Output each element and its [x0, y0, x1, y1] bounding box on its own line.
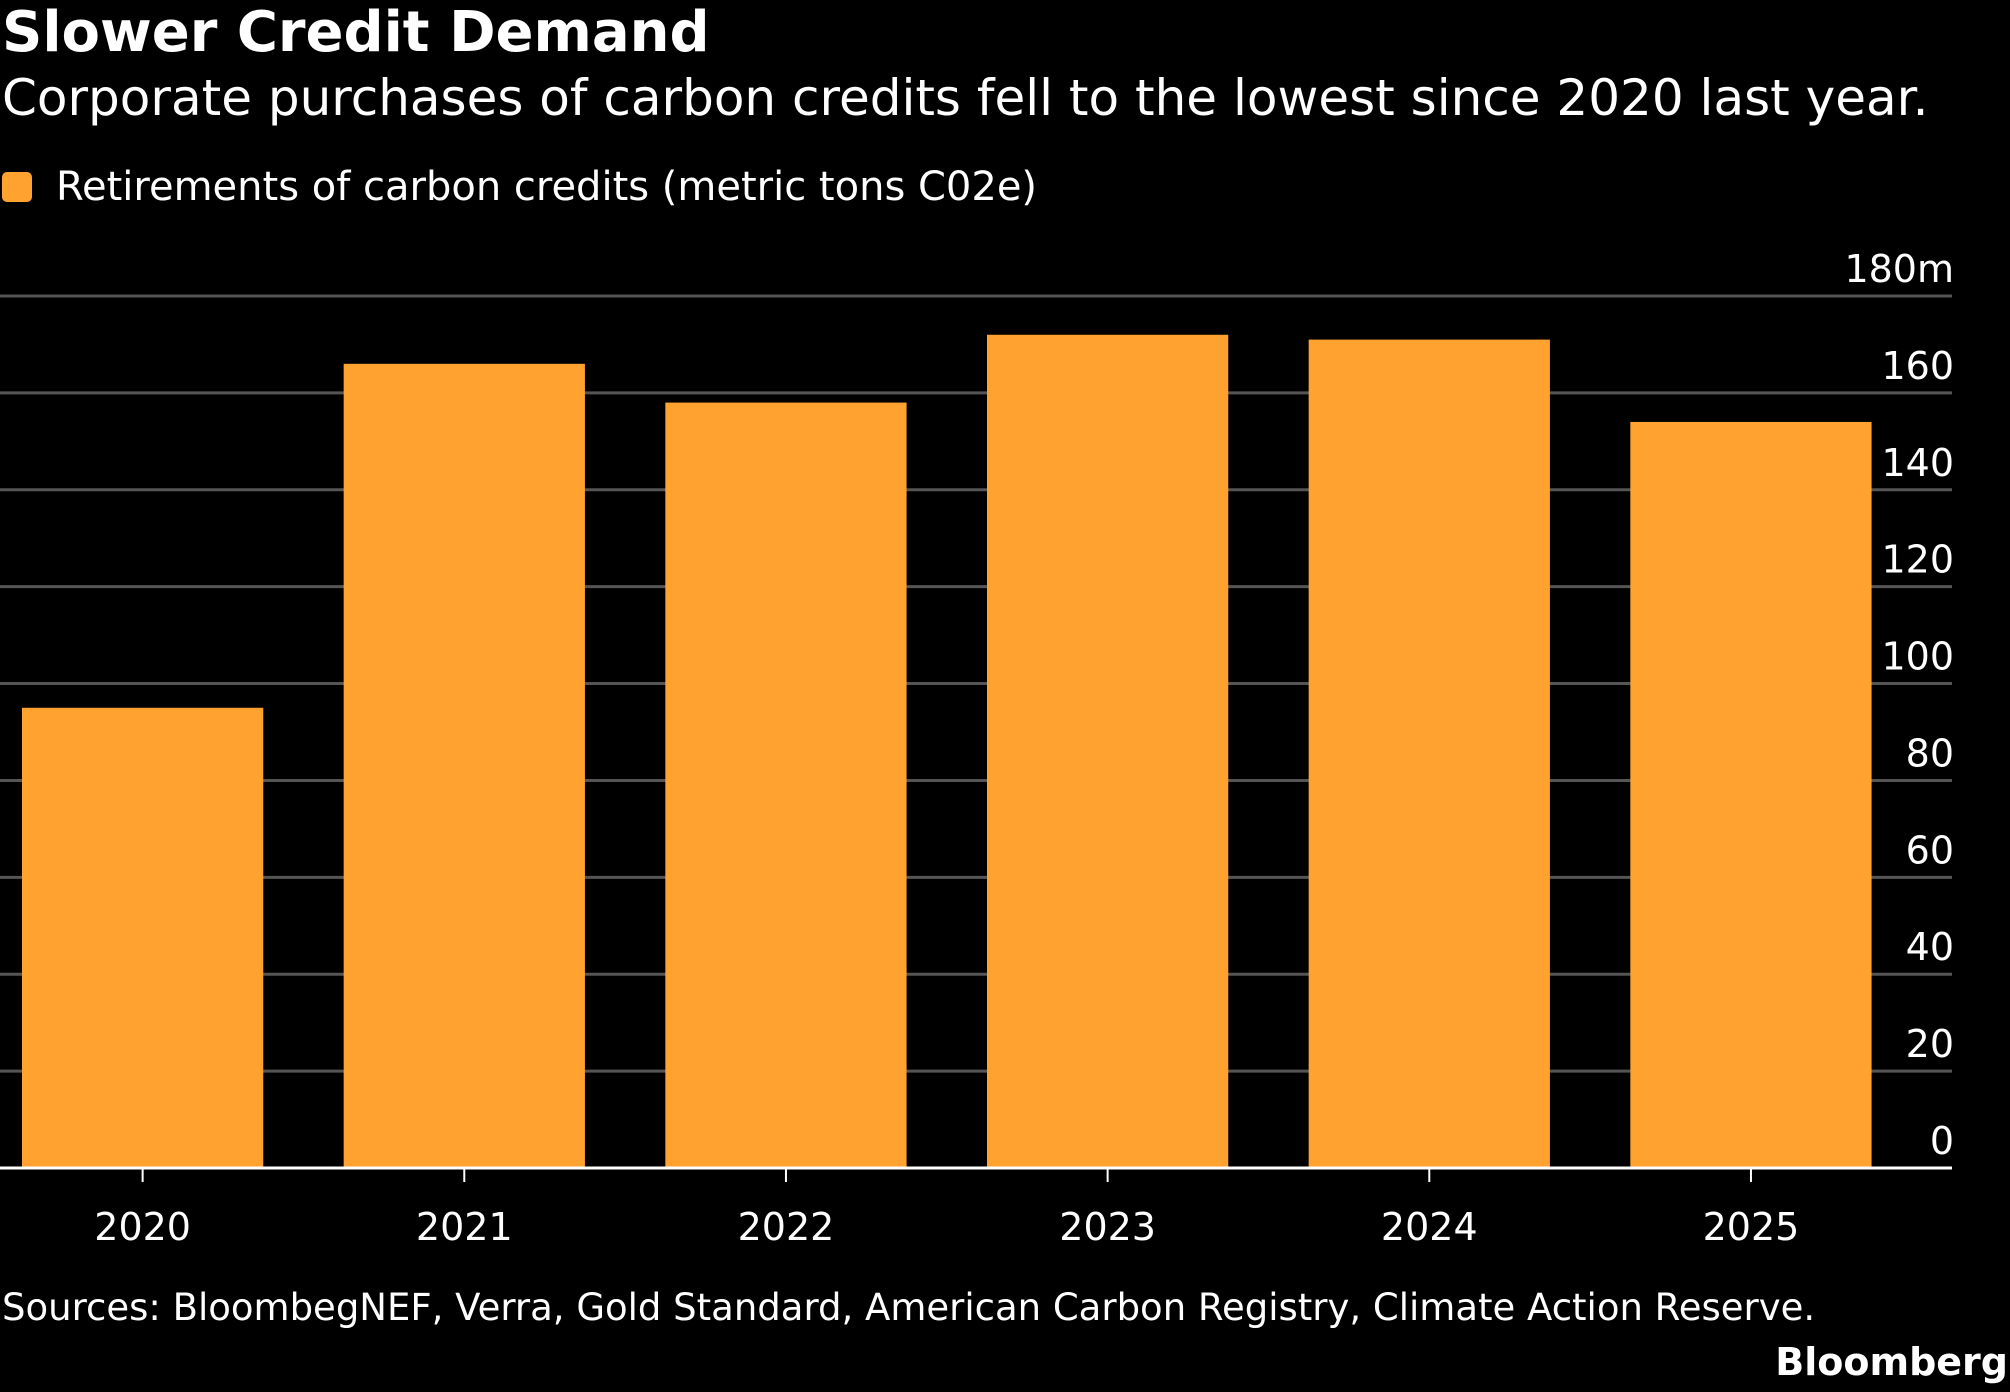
y-tick-label: 60 [1906, 828, 1954, 872]
y-tick-label: 120 [1881, 538, 1954, 582]
y-tick-label: 180m [1844, 247, 1954, 291]
chart-title: Slower Credit Demand [2, 0, 710, 65]
y-tick-label: 100 [1881, 635, 1954, 679]
bloomberg-logo: Bloomberg [1775, 1340, 2008, 1384]
bar-2022 [665, 402, 907, 1168]
y-tick-label: 80 [1906, 731, 1954, 775]
y-tick-label: 160 [1881, 344, 1954, 388]
y-tick-label: 20 [1906, 1022, 1954, 1066]
gridlines [0, 294, 1952, 1073]
chart-subtitle: Corporate purchases of carbon credits fe… [2, 69, 1929, 127]
y-tick-label: 140 [1881, 441, 1954, 485]
axes: 0 20 40 60 80 100 120 140 160 180m 2020 2021 2022 202… [0, 247, 1954, 1249]
legend: Retirements of carbon credits (metric to… [2, 162, 1037, 212]
x-tick-label: 2023 [1059, 1205, 1156, 1249]
x-tick-label: 2021 [416, 1205, 513, 1249]
bar-2020 [22, 707, 264, 1168]
bar-2025 [1630, 421, 1872, 1168]
x-tick-label: 2022 [738, 1205, 835, 1249]
x-tick-label: 2025 [1703, 1205, 1800, 1249]
bar-2024 [1308, 339, 1550, 1169]
bar-chart: 0 20 40 60 80 100 120 140 160 180m 2020 2021 2022 202… [0, 247, 1954, 1249]
legend-label: Retirements of carbon credits (metric to… [56, 164, 1038, 210]
x-tick-label: 2020 [94, 1205, 191, 1249]
y-tick-label: 40 [1906, 925, 1954, 969]
bars [22, 334, 1872, 1169]
bar-2021 [343, 363, 585, 1168]
bar-2023 [987, 334, 1229, 1168]
legend-swatch [2, 172, 32, 202]
x-tick-label: 2024 [1381, 1205, 1478, 1249]
source-note: Sources: BloombegNEF, Verra, Gold Standa… [2, 1286, 1816, 1329]
y-tick-label: 0 [1930, 1119, 1954, 1163]
